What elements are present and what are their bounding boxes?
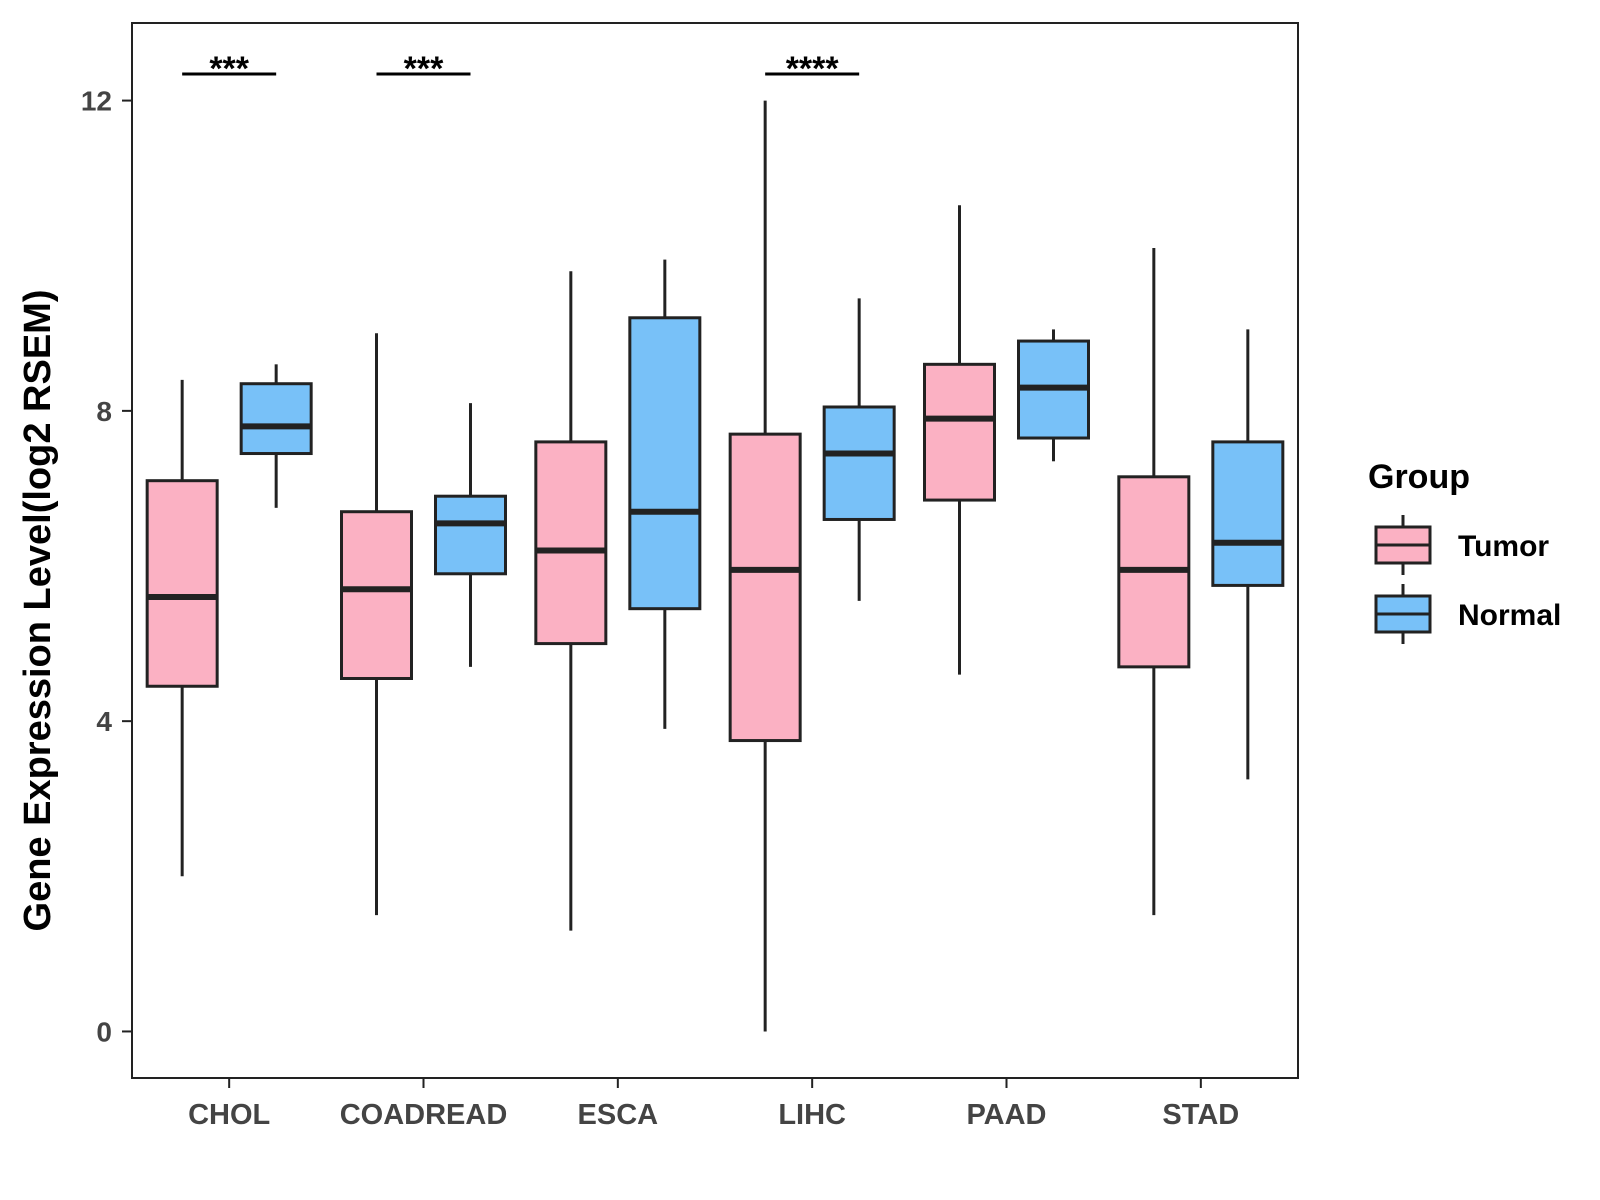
plot-panel	[131, 22, 1299, 1079]
legend-entry-tumor: Tumor	[1374, 515, 1549, 575]
significance-label: ****	[786, 50, 840, 88]
box-body	[1211, 440, 1285, 587]
x-tick-label: LIHC	[778, 1099, 846, 1131]
box-normal-stad	[1211, 329, 1285, 780]
x-tick-label: CHOL	[188, 1099, 270, 1131]
box-body	[728, 432, 802, 743]
x-tick-label: PAAD	[966, 1099, 1046, 1131]
significance-lihc: ****	[765, 50, 860, 88]
y-tick-label: 4	[96, 706, 112, 737]
significance-coadread: ***	[376, 50, 471, 88]
box-tumor-coadread	[340, 333, 413, 916]
box-body	[822, 405, 896, 521]
legend-title: Group	[1368, 458, 1470, 496]
y-tick-label: 12	[81, 86, 112, 117]
significance-label: ***	[209, 50, 249, 88]
y-axis-title: Gene Expression Level(log2 RSEM)	[17, 290, 59, 932]
box-normal-lihc	[822, 298, 896, 601]
box-body	[434, 494, 507, 576]
x-tick-label: STAD	[1162, 1099, 1239, 1131]
box-body	[534, 440, 608, 646]
box-normal-paad	[1017, 329, 1090, 462]
box-tumor-paad	[923, 205, 996, 675]
box-normal-esca	[628, 259, 702, 729]
box-tumor-chol	[145, 379, 219, 877]
box-body	[145, 479, 219, 688]
significance-chol: ***	[182, 50, 277, 88]
legend-entry-normal: Normal	[1374, 584, 1561, 644]
x-tick-label: ESCA	[578, 1099, 659, 1131]
box-body	[340, 510, 413, 680]
legend-label: Tumor	[1458, 530, 1549, 563]
box-body	[239, 382, 313, 456]
boxes-layer	[145, 100, 1285, 1032]
legend-label: Normal	[1458, 599, 1561, 632]
significance-label: ***	[404, 50, 444, 88]
box-tumor-stad	[1117, 247, 1191, 916]
box-body	[923, 362, 996, 502]
box-normal-chol	[239, 364, 313, 508]
y-tick-label: 0	[96, 1016, 112, 1047]
y-tick-label: 8	[96, 396, 112, 427]
box-body	[628, 316, 702, 611]
box-normal-coadread	[434, 403, 507, 667]
box-tumor-lihc	[728, 100, 802, 1032]
axes: 0 4 8 12 CHOL COADREAD ESCA LIHC PAAD STAD	[81, 86, 1239, 1131]
legend: Group Tumor Normal	[1368, 458, 1561, 644]
x-tick-label: COADREAD	[340, 1099, 508, 1131]
box-tumor-esca	[534, 271, 608, 931]
significance-annotations: *** *** ****	[182, 50, 860, 88]
